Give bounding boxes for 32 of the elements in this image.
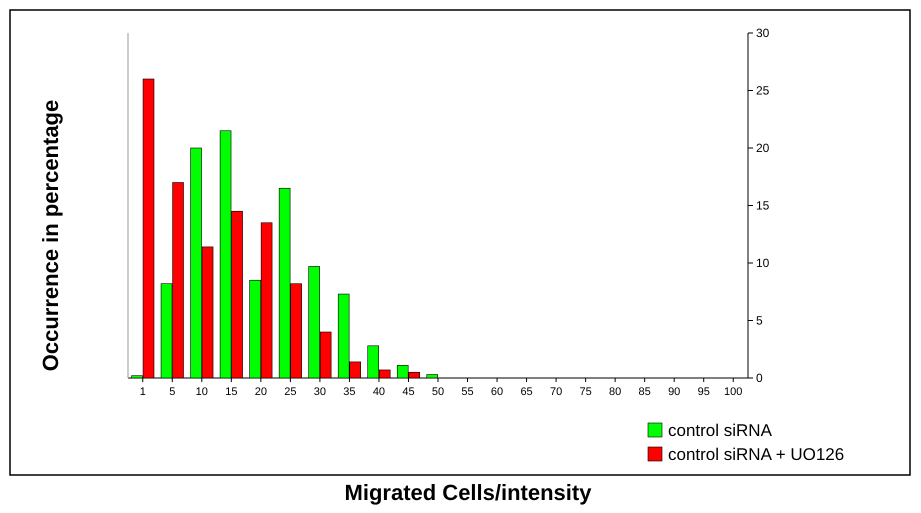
legend-label: control siRNA + UO126 <box>668 444 844 464</box>
x-tick-label: 85 <box>638 386 651 398</box>
x-tick-label: 35 <box>343 386 356 398</box>
x-tick-label: 40 <box>372 386 386 398</box>
x-tick-label: 65 <box>520 386 533 398</box>
x-tick-label: 25 <box>284 386 297 398</box>
x-tick-label: 1 <box>140 386 146 398</box>
x-tick-label: 15 <box>225 386 238 398</box>
y-tick-label: 0 <box>756 371 763 386</box>
y-tick-label: 15 <box>756 198 770 213</box>
x-tick-label: 90 <box>668 386 680 398</box>
x-tick-label: 30 <box>314 386 326 398</box>
x-tick-label: 70 <box>550 386 562 398</box>
x-axis-title: Migrated Cells/intensity <box>344 480 592 505</box>
legend-label: control siRNA <box>668 420 773 440</box>
x-tick-label: 55 <box>461 386 474 398</box>
x-tick-label: 45 <box>402 386 415 398</box>
x-tick-label: 10 <box>196 386 208 398</box>
x-tick-label: 95 <box>698 386 710 398</box>
y-tick-label: 10 <box>756 256 770 270</box>
x-tick-label: 80 <box>609 386 622 398</box>
x-tick-label: 75 <box>579 386 592 398</box>
y-tick-label: 20 <box>756 141 770 156</box>
x-tick-label: 20 <box>254 386 267 398</box>
x-tick-label: 50 <box>432 386 444 398</box>
y-axis-title: Occurrence in percentage <box>38 100 63 372</box>
y-tick-label: 5 <box>756 314 763 328</box>
y-tick-label: 25 <box>756 84 770 98</box>
x-tick-label: 60 <box>490 386 504 398</box>
x-tick-label: 100 <box>724 386 742 398</box>
x-tick-label: 5 <box>169 386 176 398</box>
y-tick-label: 30 <box>756 26 770 40</box>
